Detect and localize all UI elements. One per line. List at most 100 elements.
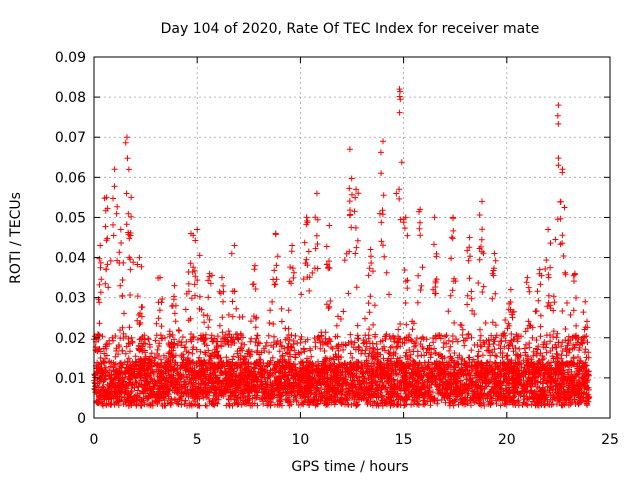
data-point [547, 338, 554, 345]
data-point [468, 402, 474, 409]
data-point [292, 354, 298, 361]
data-point [367, 340, 373, 347]
data-point [431, 345, 438, 352]
data-point [200, 394, 207, 401]
data-point [263, 339, 270, 346]
data-point [348, 338, 355, 345]
data-point [393, 344, 400, 351]
data-point [97, 289, 104, 296]
data-point [359, 347, 366, 354]
data-point [132, 353, 139, 360]
data-point [550, 293, 557, 300]
data-point [347, 360, 354, 367]
data-point [342, 374, 349, 380]
data-point [223, 354, 230, 361]
data-point [576, 347, 583, 354]
data-point [297, 339, 304, 346]
data-point [488, 395, 495, 402]
data-point [324, 340, 330, 347]
data-point [295, 402, 302, 408]
data-point [366, 265, 373, 272]
data-point [555, 339, 562, 346]
data-point [366, 326, 373, 333]
data-point [403, 321, 410, 328]
data-point [468, 334, 475, 341]
data-point [495, 342, 502, 348]
data-point [101, 364, 108, 371]
data-point [542, 266, 549, 272]
data-point [201, 341, 208, 347]
data-point [378, 238, 385, 245]
data-point [479, 352, 486, 359]
data-point [563, 352, 570, 359]
data-point [534, 346, 541, 353]
data-point [285, 325, 292, 332]
data-point [562, 326, 569, 332]
data-point [271, 267, 278, 274]
data-point [504, 356, 511, 363]
data-point [278, 305, 285, 312]
data-point [335, 313, 341, 320]
data-point [482, 320, 489, 326]
data-point [380, 355, 387, 362]
data-point [188, 295, 195, 302]
data-point [340, 308, 347, 315]
data-point [266, 349, 272, 356]
data-point [135, 383, 142, 390]
data-point [404, 356, 411, 363]
data-point [325, 305, 332, 312]
data-point [118, 359, 124, 366]
data-point [451, 350, 458, 356]
data-point [277, 339, 284, 346]
data-point [417, 232, 424, 239]
data-point [308, 384, 315, 390]
data-point [461, 342, 468, 349]
data-point [489, 349, 496, 356]
data-point [284, 335, 291, 341]
data-point [164, 400, 171, 407]
data-point [417, 219, 423, 226]
data-point [183, 348, 190, 355]
data-point [206, 395, 213, 402]
data-point [551, 299, 558, 306]
data-point [362, 315, 368, 322]
data-point [393, 190, 400, 197]
data-point [402, 401, 409, 408]
data-point [366, 350, 373, 357]
data-point [278, 318, 285, 325]
data-point [185, 393, 192, 400]
data-point [480, 399, 487, 406]
data-point [447, 343, 454, 350]
data-point [340, 346, 347, 353]
data-point [533, 337, 540, 343]
data-point [381, 343, 387, 350]
data-point [270, 344, 277, 350]
data-point [102, 223, 109, 230]
data-point [146, 341, 153, 348]
data-point [197, 348, 204, 355]
data-point [567, 311, 574, 318]
data-point [373, 394, 380, 401]
data-point [285, 331, 292, 338]
data-point [474, 352, 481, 359]
data-point [488, 332, 495, 339]
data-point [195, 336, 201, 343]
data-point [149, 402, 156, 409]
data-point [248, 335, 255, 342]
data-point [348, 341, 355, 348]
data-point [458, 356, 465, 363]
data-point [278, 402, 285, 409]
data-point [395, 326, 402, 333]
data-point [492, 359, 499, 366]
data-point [550, 401, 556, 408]
data-point [445, 308, 452, 315]
data-point [388, 355, 395, 362]
data-point [106, 358, 113, 365]
data-point [544, 303, 551, 310]
data-point [426, 385, 433, 391]
data-point [179, 334, 186, 340]
data-point [102, 355, 109, 362]
data-point [315, 358, 321, 365]
data-point [239, 361, 245, 368]
